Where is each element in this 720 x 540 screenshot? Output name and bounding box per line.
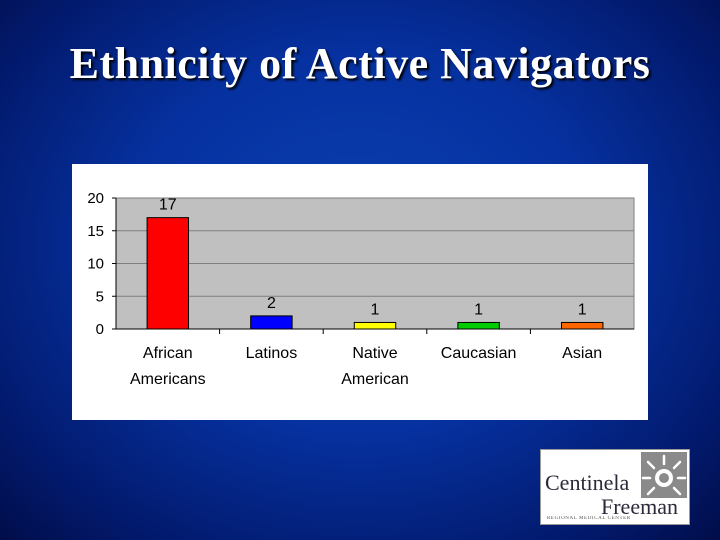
slide-title: Ethnicity of Active Navigators: [69, 39, 651, 88]
centinela-freeman-logo: Centinela Freeman REGIONAL MEDICAL CENTE…: [540, 449, 690, 525]
data-label: 2: [267, 295, 276, 312]
y-tick-label: 10: [87, 256, 104, 273]
y-tick-label: 5: [96, 288, 104, 305]
bar: [146, 217, 190, 330]
data-label: 17: [159, 197, 177, 214]
y-tick-label: 0: [96, 321, 104, 338]
data-label: 1: [474, 301, 483, 318]
bar: [560, 321, 604, 330]
x-tick-label: Asian: [562, 345, 602, 362]
bar-chart: 0 5 10 15 20 17 African Americans 2 Latinos 1 Nativ…: [87, 190, 635, 388]
x-tick-label: Native American: [341, 345, 409, 388]
logo-text-freeman: Freeman: [601, 494, 678, 519]
bar: [457, 321, 500, 330]
sun-emblem-icon: [641, 452, 687, 498]
x-tick-label: African Americans: [130, 345, 206, 388]
bar: [250, 315, 293, 330]
data-label: 1: [578, 301, 587, 318]
data-label: 1: [371, 301, 380, 318]
y-tick-label: 15: [87, 223, 104, 240]
bar: [353, 321, 397, 330]
x-tick-label: Latinos: [246, 345, 298, 362]
logo-text-centinela: Centinela: [545, 470, 630, 495]
logo-tagline: REGIONAL MEDICAL CENTER: [547, 516, 631, 521]
x-tick-label: Caucasian: [441, 345, 517, 362]
y-tick-label: 20: [87, 190, 104, 207]
chart-panel: 0 5 10 15 20 17 African Americans 2 Latinos 1 Nativ…: [72, 164, 648, 420]
